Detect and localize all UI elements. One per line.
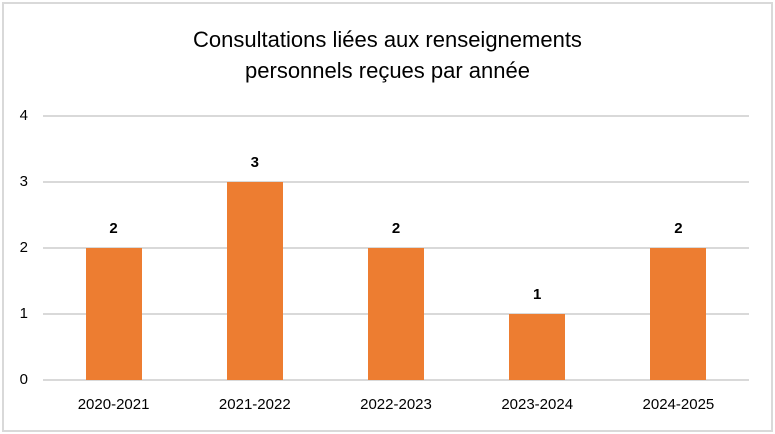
x-axis-category-label: 2020-2021 bbox=[77, 396, 150, 413]
bar-data-label: 3 bbox=[250, 154, 259, 171]
y-axis-tick-label: 2 bbox=[19, 239, 28, 256]
gridline bbox=[43, 115, 749, 117]
bar-data-label: 2 bbox=[109, 220, 118, 237]
bar bbox=[226, 182, 283, 380]
x-axis-category-label: 2022-2023 bbox=[360, 396, 432, 413]
y-axis-tick-label: 3 bbox=[19, 173, 28, 190]
y-axis-tick-label: 0 bbox=[19, 371, 28, 388]
bar-data-label: 1 bbox=[533, 286, 542, 303]
x-axis-category-label: 2024-2025 bbox=[642, 396, 715, 413]
bar bbox=[650, 248, 707, 380]
y-axis-tick-label: 1 bbox=[19, 305, 28, 322]
chart-title-line-2: personnels reçues par année bbox=[245, 58, 530, 83]
y-axis-tick-label: 4 bbox=[19, 107, 28, 124]
x-axis-category-label: 2023-2024 bbox=[501, 396, 574, 413]
plot-area: 0 1 2 3 4 2 2020-2021 3 2021-2022 2 2022-2023 1 2023… bbox=[20, 107, 749, 413]
bar bbox=[85, 248, 142, 380]
x-axis-category-label: 2021-2022 bbox=[218, 396, 291, 413]
bar-data-label: 2 bbox=[391, 220, 401, 237]
gridline bbox=[43, 181, 749, 183]
bar-data-label: 2 bbox=[674, 220, 683, 237]
bar bbox=[368, 248, 424, 380]
chart-title-line-1: Consultations liées aux renseignements bbox=[193, 27, 582, 52]
chart-title: Consultations liées aux renseignements p… bbox=[0, 24, 775, 86]
bar bbox=[509, 314, 566, 380]
gridline bbox=[43, 379, 749, 381]
